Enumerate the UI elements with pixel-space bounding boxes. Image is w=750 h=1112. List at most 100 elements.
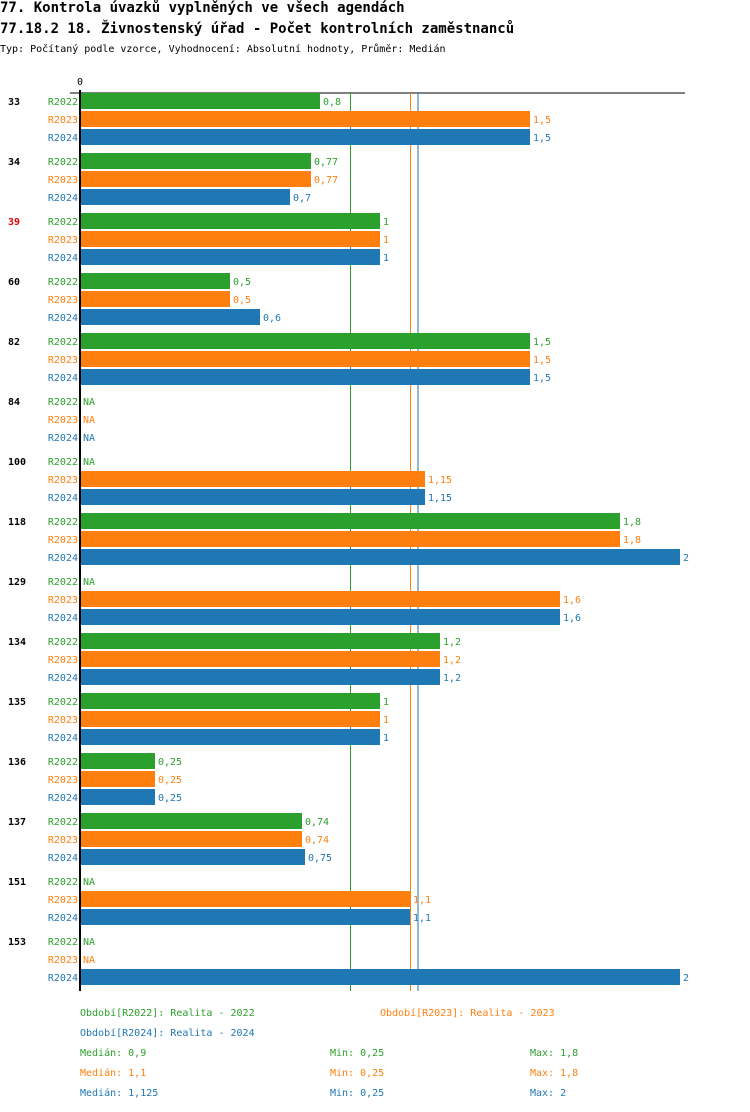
series-label: R2022 <box>48 637 78 648</box>
bar-r2022 <box>80 333 530 349</box>
series-label: R2024 <box>48 253 78 264</box>
series-label: R2023 <box>48 775 78 786</box>
series-label: R2022 <box>48 937 78 948</box>
category-label: 153 <box>8 937 26 948</box>
bar-r2024 <box>80 909 410 925</box>
bar-r2022 <box>80 813 302 829</box>
series-label: R2024 <box>48 133 78 144</box>
series-label: R2023 <box>48 235 78 246</box>
data-label: 1,5 <box>533 373 551 384</box>
data-label: NA <box>83 433 95 444</box>
category-label: 136 <box>8 757 26 768</box>
data-label: 0,77 <box>314 157 338 168</box>
data-label: 1 <box>383 697 389 708</box>
series-label: R2024 <box>48 373 78 384</box>
series-label: R2023 <box>48 535 78 546</box>
data-label: 0,75 <box>308 853 332 864</box>
series-label: R2024 <box>48 493 78 504</box>
chart-title: 77. Kontrola úvazků vyplněných ve všech … <box>0 0 405 16</box>
category-label: 84 <box>8 397 20 408</box>
series-label: R2022 <box>48 97 78 108</box>
data-label: NA <box>83 397 95 408</box>
data-label: 1 <box>383 733 389 744</box>
data-label: 1 <box>383 235 389 246</box>
bar-r2023 <box>80 471 425 487</box>
bar-r2023 <box>80 231 380 247</box>
series-label: R2024 <box>48 193 78 204</box>
data-label: 0,25 <box>158 757 182 768</box>
bar-r2022 <box>80 153 311 169</box>
legend-period-r2024: Období[R2024]: Realita - 2024 <box>80 1028 255 1039</box>
series-label: R2022 <box>48 217 78 228</box>
bar-r2024 <box>80 789 155 805</box>
series-label: R2022 <box>48 277 78 288</box>
bar-r2024 <box>80 549 680 565</box>
data-label: 1,5 <box>533 133 551 144</box>
bar-r2023 <box>80 111 530 127</box>
median-r2024: Medián: 1,125 <box>80 1088 159 1099</box>
category-label: 60 <box>8 277 20 288</box>
series-label: R2023 <box>48 175 78 186</box>
legend-period-r2022: Období[R2022]: Realita - 2022 <box>80 1008 255 1019</box>
series-label: R2023 <box>48 295 78 306</box>
bar-chart: 0 33 R2022 0,8 R2023 1,5 R2024 1,5 34 R2022 0,77 R2… <box>8 77 689 991</box>
category-label: 39 <box>8 217 20 228</box>
max-r2022: Max: 1,8 <box>530 1048 579 1059</box>
data-label: NA <box>83 877 95 888</box>
min-r2022: Min: 0,25 <box>330 1048 385 1059</box>
bar-r2023 <box>80 651 440 667</box>
series-label: R2023 <box>48 955 78 966</box>
series-label: R2022 <box>48 157 78 168</box>
series-label: R2022 <box>48 517 78 528</box>
data-label: NA <box>83 415 95 426</box>
category-label: 137 <box>8 817 26 828</box>
series-label: R2024 <box>48 973 78 984</box>
data-label: NA <box>83 937 95 948</box>
series-label: R2023 <box>48 715 78 726</box>
chart-subtitle: 77.18.2 18. Živnostenský úřad - Počet ko… <box>0 21 515 37</box>
series-label: R2024 <box>48 853 78 864</box>
bar-r2024 <box>80 969 680 985</box>
data-label: 1 <box>383 715 389 726</box>
series-label: R2023 <box>48 655 78 666</box>
series-label: R2024 <box>48 673 78 684</box>
series-label: R2023 <box>48 895 78 906</box>
series-label: R2022 <box>48 757 78 768</box>
category-label: 151 <box>8 877 26 888</box>
data-label: 0,8 <box>323 97 341 108</box>
max-r2023: Max: 1,8 <box>530 1068 579 1079</box>
data-label: NA <box>83 955 95 966</box>
median-r2022: Medián: 0,9 <box>80 1048 147 1059</box>
category-label: 134 <box>8 637 26 648</box>
bar-r2022 <box>80 213 380 229</box>
data-label: 1 <box>383 253 389 264</box>
bar-r2023 <box>80 591 560 607</box>
data-label: 0,7 <box>293 193 311 204</box>
bar-r2022 <box>80 633 440 649</box>
bar-r2024 <box>80 609 560 625</box>
bar-r2022 <box>80 273 230 289</box>
data-label: 1,2 <box>443 655 461 666</box>
data-label: 0,74 <box>305 817 329 828</box>
data-label: 2 <box>683 553 689 564</box>
data-label: 1,2 <box>443 637 461 648</box>
bar-r2023 <box>80 351 530 367</box>
bar-r2024 <box>80 129 530 145</box>
data-label: 0,5 <box>233 277 251 288</box>
data-label: 1,6 <box>563 595 581 606</box>
bar-r2024 <box>80 369 530 385</box>
data-label: 1,1 <box>413 895 431 906</box>
median-r2023: Medián: 1,1 <box>80 1068 147 1079</box>
series-label: R2023 <box>48 115 78 126</box>
data-label: 0,77 <box>314 175 338 186</box>
series-label: R2022 <box>48 697 78 708</box>
x-tick-label: 0 <box>77 77 83 88</box>
bar-r2024 <box>80 729 380 745</box>
bar-r2024 <box>80 249 380 265</box>
data-label: 0,25 <box>158 793 182 804</box>
bar-r2023 <box>80 771 155 787</box>
data-label: 1,1 <box>413 913 431 924</box>
bar-r2023 <box>80 531 620 547</box>
max-r2024: Max: 2 <box>530 1088 567 1099</box>
min-r2023: Min: 0,25 <box>330 1068 385 1079</box>
